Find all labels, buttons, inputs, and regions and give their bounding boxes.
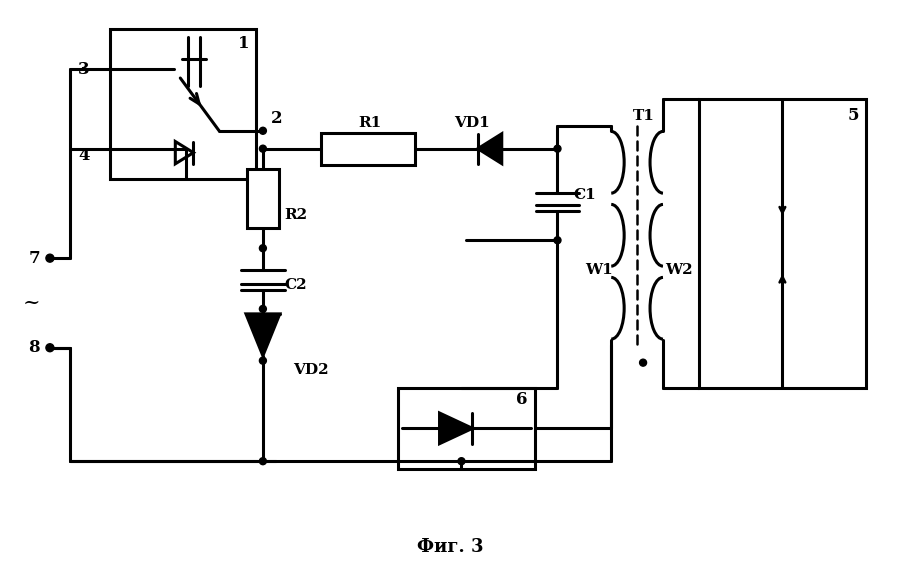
Circle shape — [46, 254, 54, 262]
Text: R1: R1 — [359, 116, 382, 130]
Text: 7: 7 — [28, 250, 40, 267]
Text: 2: 2 — [271, 110, 283, 127]
Polygon shape — [246, 314, 280, 356]
Bar — [398, 388, 535, 469]
Text: Фиг. 3: Фиг. 3 — [417, 538, 483, 556]
Circle shape — [640, 359, 646, 366]
Text: 3: 3 — [78, 61, 90, 78]
Circle shape — [259, 145, 266, 152]
Circle shape — [259, 357, 266, 364]
Circle shape — [554, 145, 561, 152]
Circle shape — [259, 245, 266, 252]
Polygon shape — [439, 413, 472, 444]
Text: ~: ~ — [23, 293, 40, 312]
Text: T1: T1 — [633, 109, 655, 123]
Polygon shape — [478, 134, 502, 164]
Bar — [110, 29, 256, 179]
Text: VD2: VD2 — [292, 363, 328, 377]
Text: 5: 5 — [847, 107, 859, 124]
Text: W2: W2 — [665, 263, 693, 277]
Text: 8: 8 — [28, 339, 40, 356]
Text: VD1: VD1 — [454, 116, 490, 130]
Bar — [247, 169, 279, 228]
Text: C1: C1 — [573, 189, 596, 203]
Circle shape — [458, 458, 465, 465]
Circle shape — [259, 458, 266, 465]
Bar — [698, 99, 866, 388]
Text: R2: R2 — [284, 208, 307, 223]
Circle shape — [46, 344, 54, 352]
Text: 4: 4 — [78, 147, 89, 164]
Text: C2: C2 — [284, 278, 307, 292]
Bar — [320, 133, 415, 165]
Text: 1: 1 — [238, 34, 249, 52]
Circle shape — [554, 237, 561, 244]
Text: W1: W1 — [585, 263, 613, 277]
Text: 6: 6 — [516, 391, 527, 408]
Circle shape — [259, 305, 266, 312]
Circle shape — [259, 127, 266, 134]
